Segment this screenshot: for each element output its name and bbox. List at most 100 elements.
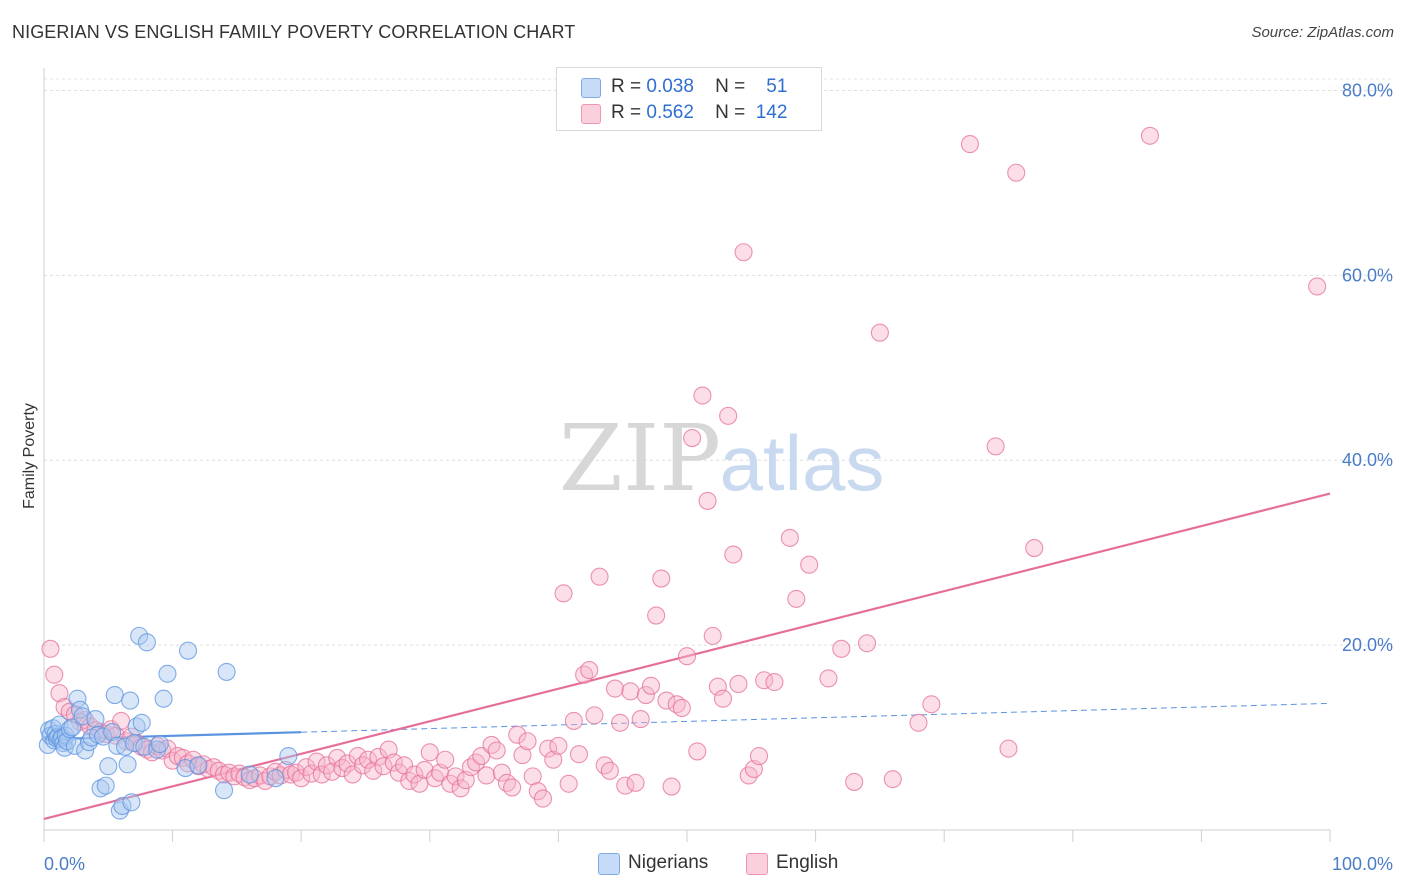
watermark-zip: ZIP: [559, 405, 721, 512]
data-point: [45, 665, 64, 684]
data-point: [364, 761, 383, 780]
data-point: [708, 677, 727, 696]
data-point: [605, 679, 625, 698]
series-english: [41, 126, 1327, 808]
data-point: [189, 756, 208, 775]
data-point: [631, 710, 650, 729]
bottom-legend-swatch-english: [746, 853, 768, 875]
data-point: [154, 689, 173, 708]
data-point: [1007, 163, 1026, 182]
data-point: [312, 765, 331, 784]
data-point: [657, 691, 676, 710]
data-point: [271, 766, 290, 785]
bottom-legend-label-nigerians: Nigerians: [628, 852, 709, 873]
data-point: [60, 720, 79, 739]
legend-text-nigerians: R = 0.038 N = 51: [611, 76, 787, 98]
data-point: [533, 789, 553, 808]
legend-n-label: N =: [715, 102, 746, 123]
data-point: [250, 766, 270, 785]
data-point: [225, 767, 244, 786]
data-point: [621, 682, 640, 701]
trend-line-nigerians: [43, 731, 302, 741]
data-point: [266, 769, 285, 788]
data-points: [38, 126, 1327, 820]
data-point: [436, 750, 455, 769]
data-point: [1308, 277, 1327, 296]
data-point: [787, 589, 806, 608]
data-point: [158, 664, 177, 683]
data-point: [68, 689, 87, 708]
data-point: [780, 528, 799, 547]
y-tick-label: 60.0%: [1342, 265, 1393, 285]
legend-n-label: N =: [715, 76, 746, 97]
legend-r-label: R =: [611, 102, 642, 123]
tick-labels: 20.0% 40.0% 60.0% 80.0% 0.0% 100.0%: [44, 80, 1393, 874]
data-point: [292, 769, 311, 788]
data-point: [672, 698, 691, 718]
data-point: [999, 739, 1018, 758]
data-point: [41, 639, 60, 658]
data-point: [508, 725, 527, 744]
data-point: [323, 762, 342, 781]
x-tick-label: 0.0%: [44, 854, 85, 874]
data-point: [611, 713, 630, 732]
data-point: [122, 793, 141, 812]
data-point: [91, 779, 110, 798]
data-point: [986, 437, 1005, 456]
y-tick-label: 80.0%: [1342, 80, 1393, 100]
data-point: [857, 634, 877, 653]
data-point: [105, 685, 124, 705]
data-point: [103, 722, 122, 742]
series-nigerians: [38, 626, 298, 820]
data-point: [703, 626, 722, 645]
data-point: [626, 773, 645, 792]
data-point: [590, 567, 609, 586]
trend-lines: [43, 492, 1331, 820]
data-point: [50, 684, 69, 703]
data-point: [279, 746, 298, 766]
data-point: [554, 584, 573, 603]
data-point: [94, 727, 113, 746]
data-point: [487, 741, 506, 760]
stats-legend: R = 0.038 N = 51 R = 0.562 N = 142: [556, 67, 822, 131]
watermark-atlas: atlas: [720, 419, 885, 507]
grid-lines: [44, 78, 1394, 646]
data-point: [800, 555, 819, 574]
data-point: [641, 676, 661, 695]
data-point: [713, 689, 733, 708]
axes: [43, 68, 1331, 842]
trend-line-extension-nigerians: [301, 702, 1331, 733]
data-point: [616, 776, 635, 795]
x-tick-label: 100.0%: [1332, 854, 1393, 874]
data-point: [832, 639, 851, 658]
data-point: [636, 685, 655, 705]
data-point: [137, 633, 156, 652]
data-point: [870, 323, 889, 342]
data-point: [121, 691, 140, 710]
data-point: [559, 774, 578, 793]
data-point: [287, 763, 306, 782]
data-point: [765, 673, 784, 692]
data-point: [518, 732, 537, 751]
data-point: [359, 750, 378, 769]
data-point: [539, 739, 558, 758]
data-point: [647, 606, 666, 625]
data-point: [503, 778, 522, 797]
data-point: [922, 695, 941, 714]
data-point: [420, 743, 439, 762]
legend-r-label: R =: [611, 76, 642, 97]
data-point: [719, 406, 738, 425]
data-point: [819, 669, 838, 688]
legend-swatch-english: [581, 104, 601, 124]
bottom-legend-label-english: English: [776, 852, 839, 873]
data-point: [132, 713, 151, 732]
bottom-legend-swatch-nigerians: [598, 853, 620, 875]
data-point: [749, 746, 769, 766]
data-point: [65, 736, 84, 755]
data-point: [477, 766, 496, 785]
data-point: [214, 781, 234, 800]
data-point: [178, 641, 198, 660]
data-point: [564, 711, 583, 730]
data-point: [688, 742, 707, 761]
